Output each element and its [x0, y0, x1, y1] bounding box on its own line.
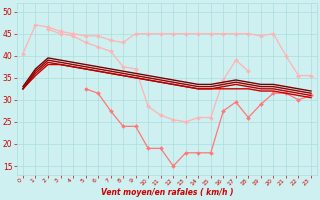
- X-axis label: Vent moyen/en rafales ( km/h ): Vent moyen/en rafales ( km/h ): [101, 188, 233, 197]
